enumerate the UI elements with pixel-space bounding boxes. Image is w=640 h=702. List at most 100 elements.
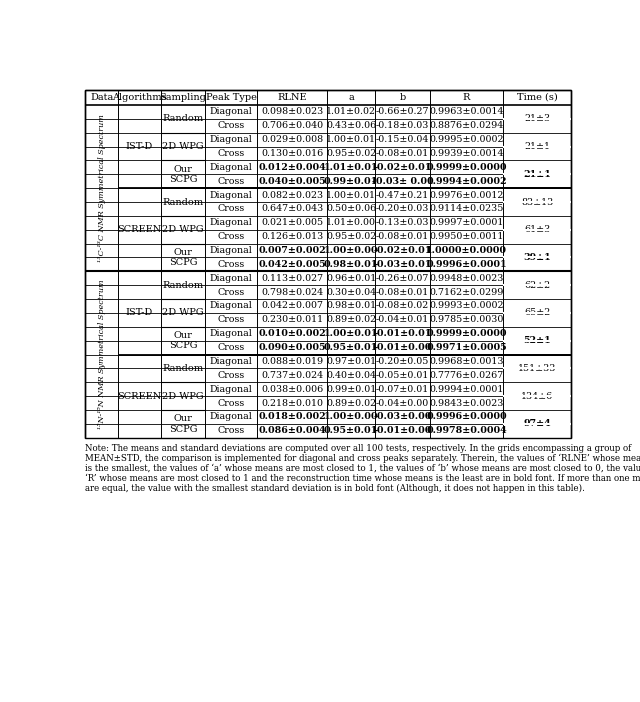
Text: Diagonal: Diagonal <box>209 301 252 310</box>
Text: Cross: Cross <box>218 399 244 408</box>
Text: Diagonal: Diagonal <box>209 246 252 255</box>
Text: 0.98±0.01: 0.98±0.01 <box>326 301 376 310</box>
Text: are equal, the value with the smallest standard deviation is in bold font (Altho: are equal, the value with the smallest s… <box>85 484 586 493</box>
Text: Cross: Cross <box>218 177 244 186</box>
Text: Time (s): Time (s) <box>516 93 557 102</box>
Text: 0.9997±0.0001: 0.9997±0.0001 <box>429 218 504 227</box>
Text: -0.08±0.01: -0.08±0.01 <box>376 232 429 241</box>
Text: -0.03±0.00: -0.03±0.00 <box>373 412 431 421</box>
Text: 0.95±0.01: 0.95±0.01 <box>324 426 378 435</box>
Text: 1.01±0.00: 1.01±0.00 <box>326 218 376 227</box>
Text: 65±2: 65±2 <box>524 308 550 317</box>
Text: Diagonal: Diagonal <box>209 218 252 227</box>
Text: 21±3: 21±3 <box>524 114 550 124</box>
Text: 0.50±0.06: 0.50±0.06 <box>326 204 376 213</box>
Text: 1.00±0.01: 1.00±0.01 <box>324 329 378 338</box>
Text: 0.113±0.027: 0.113±0.027 <box>261 274 323 283</box>
Text: 1.00±0.00: 1.00±0.00 <box>324 246 378 255</box>
Text: 1.01±0.02: 1.01±0.02 <box>326 107 376 117</box>
Text: 0.99±0.01: 0.99±0.01 <box>326 385 376 394</box>
Text: Peak Type: Peak Type <box>205 93 257 102</box>
Text: 0.230±0.011: 0.230±0.011 <box>261 315 323 324</box>
Text: 151±33: 151±33 <box>518 364 556 373</box>
Text: MEAN±STD, the comparison is implemented for diagonal and cross peaks separately.: MEAN±STD, the comparison is implemented … <box>85 453 640 463</box>
Text: 2D WPG: 2D WPG <box>162 392 204 401</box>
Text: -0.05±0.01: -0.05±0.01 <box>376 371 429 380</box>
Text: 1.00±0.01: 1.00±0.01 <box>326 191 376 199</box>
Text: 1.0000±0.0000: 1.0000±0.0000 <box>426 246 507 255</box>
Text: 0.95±0.02: 0.95±0.02 <box>326 149 376 158</box>
Text: 0.98±0.01: 0.98±0.01 <box>324 260 378 269</box>
Text: -0.47±0.21: -0.47±0.21 <box>376 191 429 199</box>
Text: 21±1: 21±1 <box>523 170 551 179</box>
Bar <box>85 90 571 437</box>
Text: 0.30±0.04: 0.30±0.04 <box>326 288 376 297</box>
Text: 0.9950±0.0011: 0.9950±0.0011 <box>429 232 504 241</box>
Text: ‘R’ whose means are most closed to 1 and the reconstruction time whose means is : ‘R’ whose means are most closed to 1 and… <box>85 474 640 483</box>
Text: -0.26±0.07: -0.26±0.07 <box>376 274 429 283</box>
Text: Algorithms: Algorithms <box>112 93 166 102</box>
Text: 0.8876±0.0294: 0.8876±0.0294 <box>429 121 504 131</box>
Text: Diagonal: Diagonal <box>209 329 252 338</box>
Text: 0.9968±0.0013: 0.9968±0.0013 <box>429 357 504 366</box>
Text: 0.038±0.006: 0.038±0.006 <box>261 385 323 394</box>
Text: 0.9976±0.0012: 0.9976±0.0012 <box>429 191 504 199</box>
Text: -0.03± 0.01: -0.03± 0.01 <box>372 177 433 186</box>
Text: -0.01±0.00: -0.01±0.00 <box>373 343 431 352</box>
Text: 1.00±0.01: 1.00±0.01 <box>326 135 376 144</box>
Text: 0.9999±0.0000: 0.9999±0.0000 <box>426 163 507 172</box>
Text: Cross: Cross <box>218 315 244 324</box>
Text: -0.01±0.01: -0.01±0.01 <box>373 329 431 338</box>
Text: Cross: Cross <box>218 204 244 213</box>
Text: IST-D: IST-D <box>125 142 153 151</box>
Text: -0.01±0.00: -0.01±0.00 <box>373 426 431 435</box>
Text: Cross: Cross <box>218 149 244 158</box>
Text: 21±1: 21±1 <box>524 142 550 151</box>
Text: SCREEN: SCREEN <box>117 392 161 401</box>
Text: 0.040±0.005: 0.040±0.005 <box>258 177 326 186</box>
Text: R: R <box>463 93 470 102</box>
Text: 0.9843±0.0023: 0.9843±0.0023 <box>429 399 504 408</box>
Text: 0.40±0.04: 0.40±0.04 <box>326 371 376 380</box>
Text: 97±4: 97±4 <box>523 419 551 428</box>
Text: Diagonal: Diagonal <box>209 385 252 394</box>
Text: -0.03±0.01: -0.03±0.01 <box>373 260 431 269</box>
Text: -0.08±0.01: -0.08±0.01 <box>376 288 429 297</box>
Text: 0.9939±0.0014: 0.9939±0.0014 <box>429 149 504 158</box>
Text: -0.20±0.03: -0.20±0.03 <box>376 204 429 213</box>
Text: 0.9996±0.0001: 0.9996±0.0001 <box>426 260 507 269</box>
Text: a: a <box>348 93 354 102</box>
Text: -0.07±0.01: -0.07±0.01 <box>376 385 429 394</box>
Text: 0.89±0.02: 0.89±0.02 <box>326 399 376 408</box>
Text: 0.090±0.005: 0.090±0.005 <box>259 343 326 352</box>
Text: Diagonal: Diagonal <box>209 274 252 283</box>
Text: Our
SCPG: Our SCPG <box>169 331 197 350</box>
Text: -0.08±0.02: -0.08±0.02 <box>376 301 429 310</box>
Text: 0.9785±0.0030: 0.9785±0.0030 <box>429 315 504 324</box>
Text: 61±3: 61±3 <box>524 225 550 234</box>
Text: -0.15±0.04: -0.15±0.04 <box>376 135 429 144</box>
Text: Diagonal: Diagonal <box>209 357 252 366</box>
Text: 0.9994±0.0002: 0.9994±0.0002 <box>426 177 507 186</box>
Text: 0.9994±0.0001: 0.9994±0.0001 <box>429 385 504 394</box>
Text: Random: Random <box>163 364 204 373</box>
Text: -0.08±0.01: -0.08±0.01 <box>376 149 429 158</box>
Text: Cross: Cross <box>218 260 244 269</box>
Text: 0.088±0.019: 0.088±0.019 <box>261 357 323 366</box>
Text: 0.9995±0.0002: 0.9995±0.0002 <box>429 135 504 144</box>
Text: Diagonal: Diagonal <box>209 135 252 144</box>
Text: is the smallest, the values of ‘a’ whose means are most closed to 1, the values : is the smallest, the values of ‘a’ whose… <box>85 464 640 473</box>
Text: Random: Random <box>163 281 204 290</box>
Text: Diagonal: Diagonal <box>209 191 252 199</box>
Text: 0.9999±0.0000: 0.9999±0.0000 <box>426 329 507 338</box>
Text: -0.02±0.01: -0.02±0.01 <box>373 246 431 255</box>
Text: b: b <box>399 93 406 102</box>
Text: ¹³C-¹³C NMR Symmetrical Spectrum: ¹³C-¹³C NMR Symmetrical Spectrum <box>98 114 106 262</box>
Text: 0.9963±0.0014: 0.9963±0.0014 <box>429 107 504 117</box>
Text: -0.13±0.03: -0.13±0.03 <box>376 218 429 227</box>
Text: Our
SCPG: Our SCPG <box>169 248 197 267</box>
Text: Note: The means and standard deviations are computed over all 100 tests, respect: Note: The means and standard deviations … <box>85 444 632 453</box>
Text: 0.95±0.01: 0.95±0.01 <box>324 343 378 352</box>
Text: 2D WPG: 2D WPG <box>162 308 204 317</box>
Text: 0.9978±0.0004: 0.9978±0.0004 <box>426 426 507 435</box>
